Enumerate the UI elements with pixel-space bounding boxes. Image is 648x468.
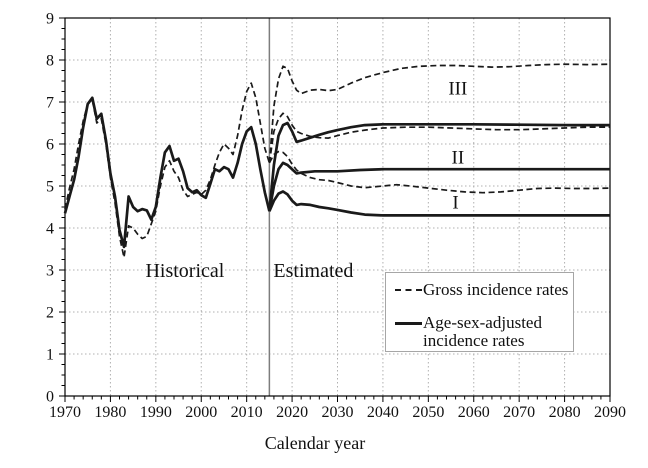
solid-line-sample <box>395 322 422 325</box>
annotation-ii: II <box>452 147 465 168</box>
x-tick-label: 2050 <box>412 404 444 421</box>
x-tick-label: 1970 <box>49 404 81 421</box>
x-tick-label: 2000 <box>185 404 217 421</box>
y-tick-label: 0 <box>46 389 54 406</box>
y-tick-label: 6 <box>46 137 54 154</box>
y-tick-label: 8 <box>46 53 54 70</box>
annotation-iii: III <box>448 79 467 100</box>
x-tick-label: 1990 <box>140 404 172 421</box>
x-tick-label: 2070 <box>503 404 535 421</box>
legend-item-gross: Gross incidence rates <box>395 281 573 299</box>
x-tick-label: 2060 <box>458 404 490 421</box>
series-dashed-4 <box>268 150 611 194</box>
legend-label-gross: Gross incidence rates <box>423 280 569 299</box>
legend: Gross incidence rates Age-sex-adjusted in… <box>385 272 574 352</box>
series-dashed-0 <box>64 82 271 259</box>
legend-label-adjusted-line2: incidence rates <box>423 331 525 350</box>
series-solid-1 <box>63 96 271 249</box>
series-solid-5 <box>268 121 610 212</box>
legend-item-adjusted: Age-sex-adjusted incidence rates <box>395 314 573 350</box>
legend-label-adjusted-line1: Age-sex-adjusted <box>423 313 542 332</box>
x-tick-label: 2090 <box>594 404 626 421</box>
x-tick-label: 2030 <box>322 404 354 421</box>
x-axis-title: Calendar year <box>264 433 366 453</box>
legend-label-adjusted: Age-sex-adjusted incidence rates <box>423 314 542 350</box>
y-tick-label: 9 <box>46 11 54 28</box>
x-tick-label: 2040 <box>367 404 399 421</box>
series-solid-6 <box>268 161 610 212</box>
y-tick-label: 4 <box>46 221 54 238</box>
x-tick-label: 2080 <box>549 404 581 421</box>
y-tick-label: 1 <box>46 347 54 364</box>
series-dashed-2 <box>268 63 611 163</box>
x-tick-label: 2020 <box>276 404 308 421</box>
series-dashed-3 <box>268 112 610 164</box>
annotation-historical: Historical <box>145 260 224 282</box>
y-tick-label: 3 <box>46 263 54 280</box>
y-tick-label: 2 <box>46 305 54 322</box>
dashed-line-sample <box>395 289 422 291</box>
x-tick-label: 2010 <box>231 404 263 421</box>
series-solid-7 <box>268 190 610 217</box>
y-tick-label: 5 <box>46 179 54 196</box>
annotation-estimated: Estimated <box>273 260 353 282</box>
y-tick-label: 7 <box>46 95 54 112</box>
annotation-i: I <box>452 192 458 213</box>
x-tick-label: 1980 <box>94 404 126 421</box>
